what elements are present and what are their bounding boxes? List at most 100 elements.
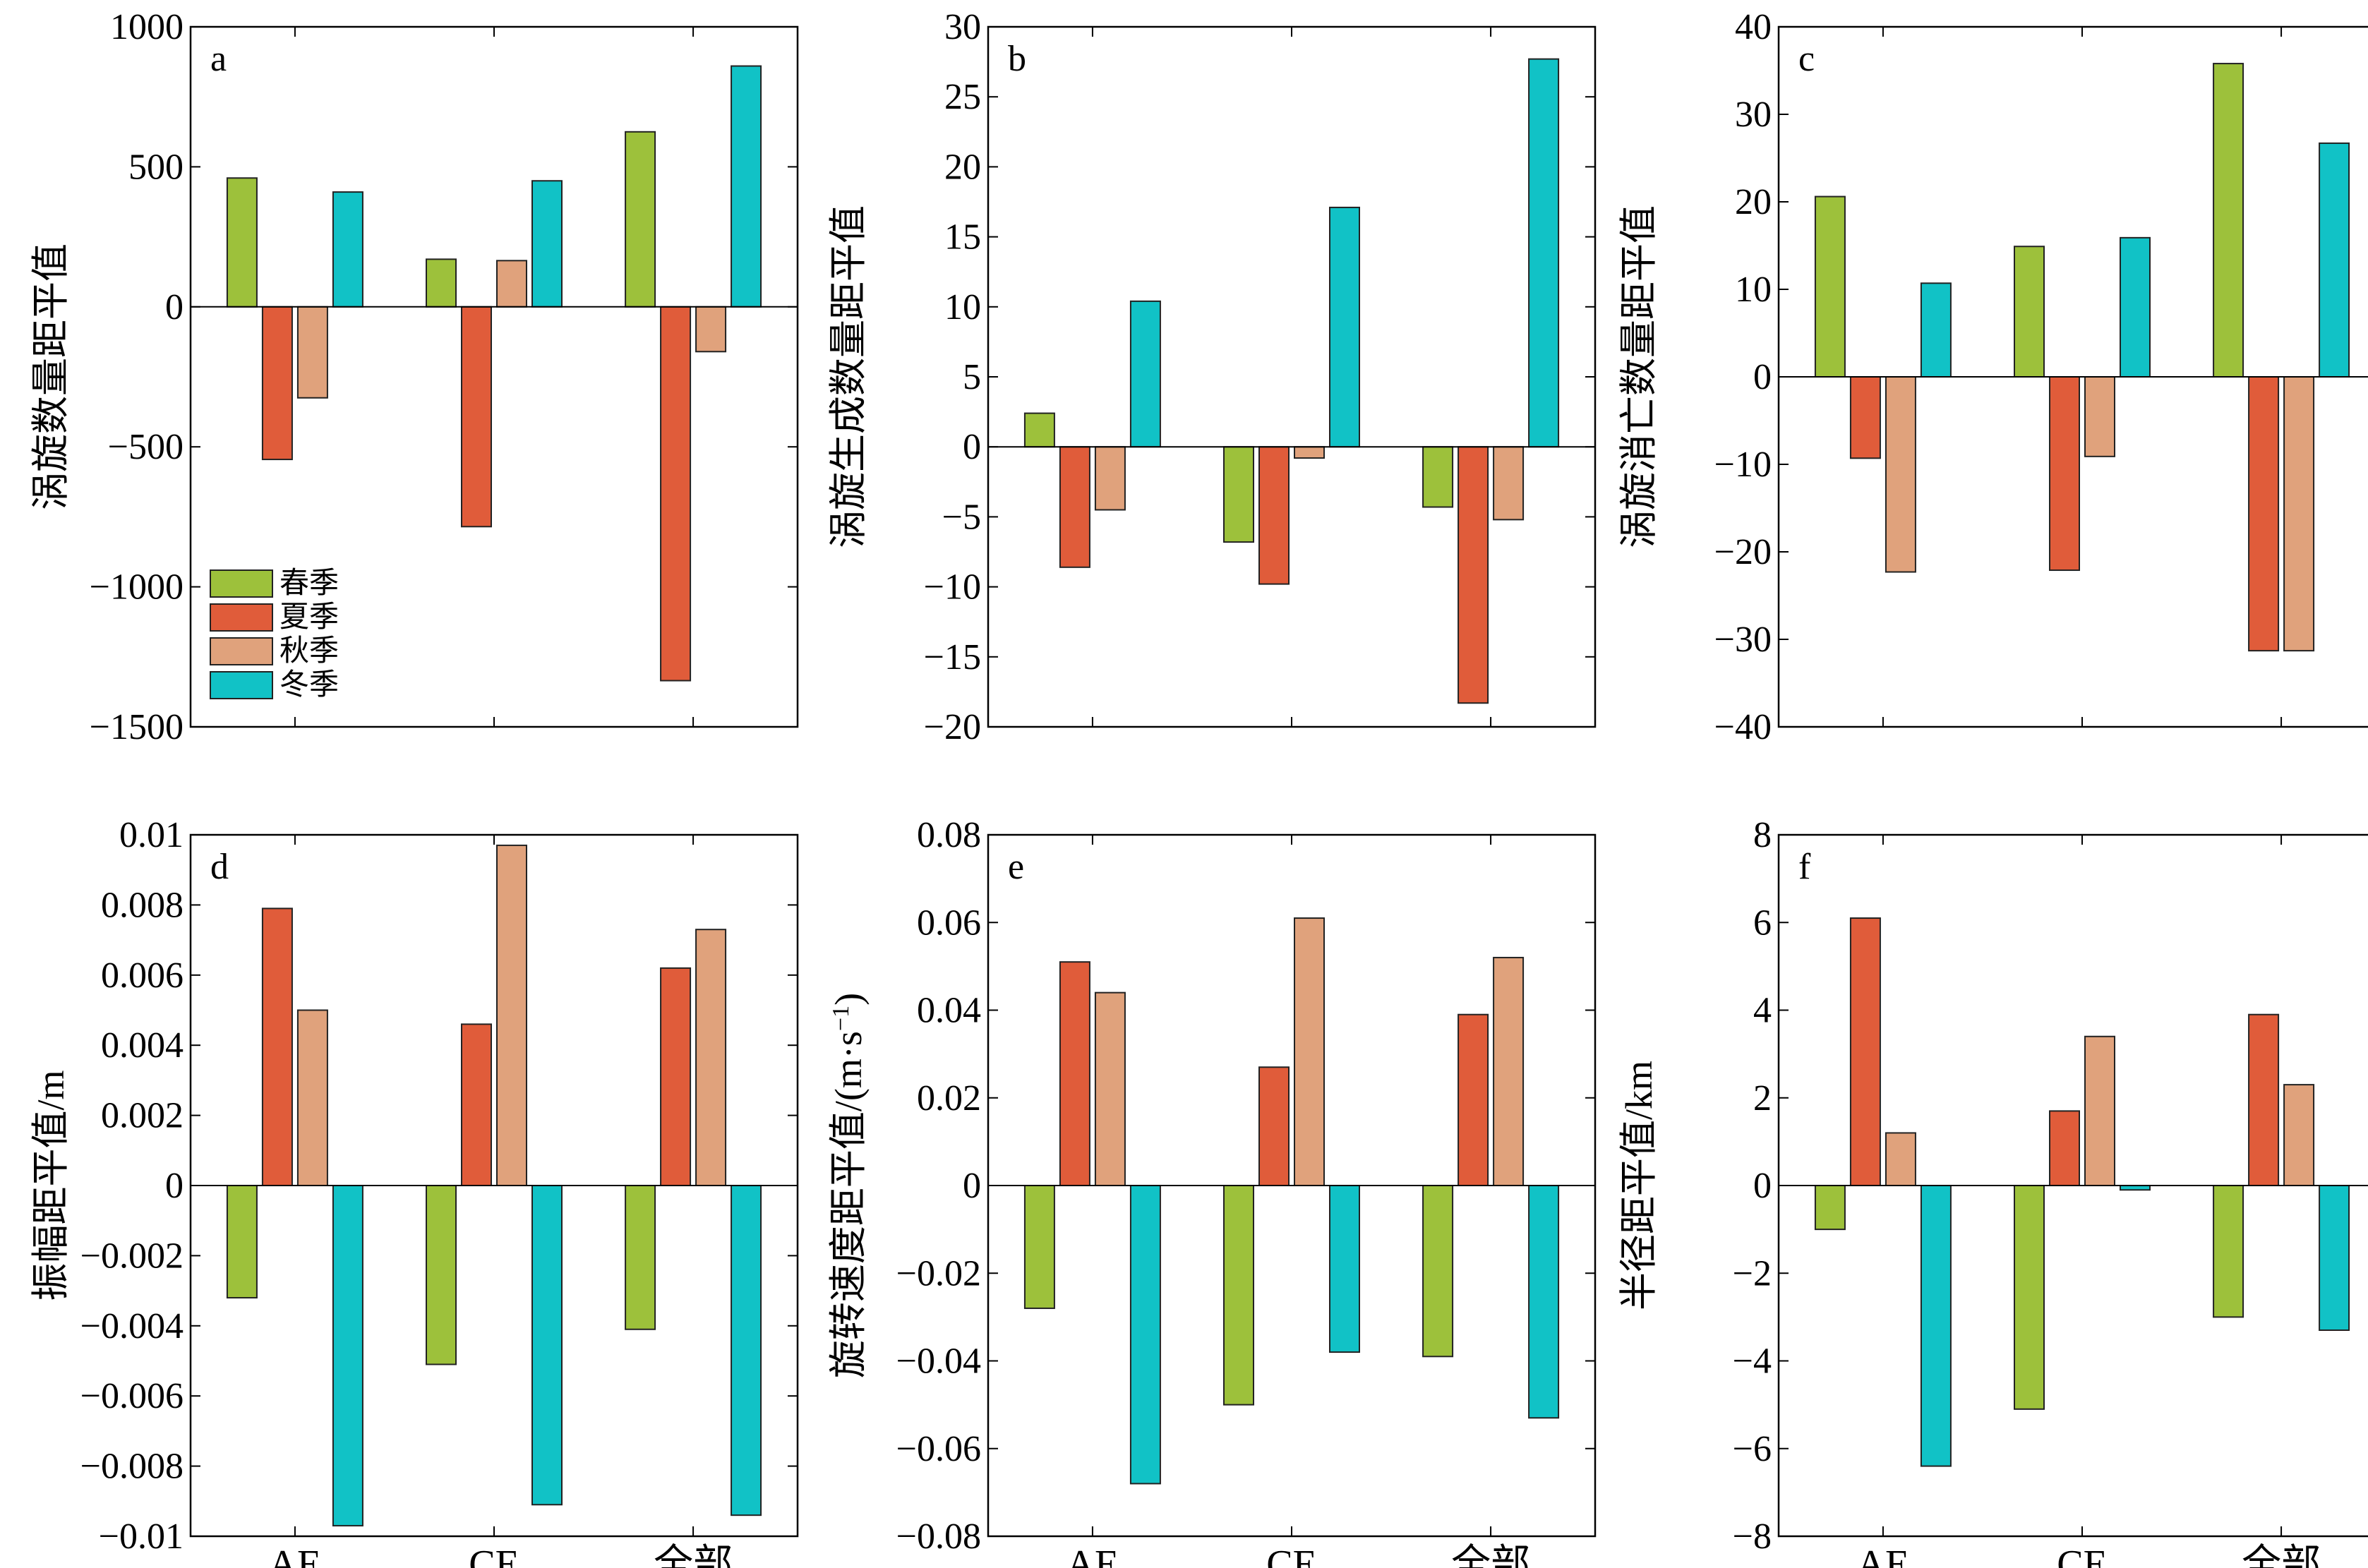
ytick-label-c: 20 (1735, 182, 1772, 222)
bar-a-AE-冬季 (332, 191, 363, 308)
ytick-label-c: −40 (1714, 707, 1772, 747)
bar-a-CE-冬季 (531, 180, 563, 308)
bar-e-CE-夏季 (1258, 1066, 1290, 1186)
bar-e-全部-夏季 (1458, 1013, 1489, 1187)
ytick-label-b: 15 (944, 217, 981, 258)
bar-d-全部-冬季 (731, 1185, 762, 1516)
bar-f-AE-冬季 (1920, 1185, 1952, 1467)
ytick-label-e: −0.04 (896, 1341, 981, 1382)
bar-e-CE-冬季 (1329, 1185, 1360, 1353)
panel-letter-b: b (1008, 39, 1026, 79)
panel-b: −20 −15 −10 −5 0 5 10 15 20 25 30 b 涡旋生成数量距平值 (827, 7, 1597, 747)
bar-a-全部-秋季 (695, 306, 727, 353)
ytick-label-d: −0.008 (80, 1447, 184, 1487)
ytick-label-e: 0.02 (917, 1078, 981, 1118)
ytick-label-f: −6 (1733, 1429, 1772, 1469)
ytick-label-b: 10 (944, 287, 981, 327)
ytick-label-c: 10 (1735, 270, 1772, 310)
bar-f-AE-秋季 (1885, 1132, 1916, 1186)
ytick-label-f: 6 (1753, 903, 1772, 943)
bar-e-AE-秋季 (1094, 991, 1126, 1187)
bar-b-全部-秋季 (1493, 446, 1525, 521)
ytick-label-c: −30 (1714, 620, 1772, 660)
ytick-label-f: 8 (1753, 815, 1772, 855)
legend-label-春季: 春季 (280, 567, 339, 600)
ytick-label-d: 0 (165, 1166, 184, 1206)
panel-c: −40 −30 −20 −10 0 10 20 30 40 c 涡旋消亡数量距平值 (1618, 7, 2368, 747)
bar-b-CE-冬季 (1329, 206, 1360, 448)
bar-d-AE-秋季 (296, 1009, 328, 1186)
bar-d-CE-夏季 (461, 1023, 492, 1186)
panel-d: −0.01 −0.008 −0.006 −0.004 −0.002 0 0.002 0.004… (30, 815, 799, 1568)
xtick-label-d: CE (469, 1543, 519, 1568)
bar-a-全部-冬季 (731, 65, 762, 308)
ytick-label-b: −20 (924, 707, 981, 747)
bar-b-AE-夏季 (1059, 446, 1090, 568)
xtick-label-e: 全部 (1451, 1543, 1530, 1568)
ylabel-d: 振幅距平值/m (30, 1070, 72, 1301)
ytick-label-d: 0.008 (101, 885, 184, 925)
ytick-label-f: 4 (1753, 991, 1772, 1031)
bar-c-CE-冬季 (2120, 236, 2151, 378)
bar-e-AE-冬季 (1129, 1185, 1161, 1485)
bar-a-AE-夏季 (261, 306, 293, 461)
ytick-label-d: 0.01 (119, 815, 184, 855)
ytick-label-d: 0.004 (101, 1025, 184, 1066)
ytick-label-b: 25 (944, 77, 981, 117)
panel-letter-d: d (210, 847, 229, 887)
xtick-label-f: AE (1857, 1543, 1910, 1568)
bar-f-全部-夏季 (2248, 1013, 2280, 1187)
bar-b-AE-秋季 (1094, 446, 1126, 511)
bar-b-CE-夏季 (1258, 446, 1290, 585)
bar-a-CE-秋季 (496, 260, 527, 308)
ytick-label-d: −0.004 (80, 1306, 184, 1346)
ytick-label-b: 30 (944, 7, 981, 47)
bar-c-全部-冬季 (2319, 142, 2350, 378)
bar-e-全部-秋季 (1493, 956, 1525, 1186)
xtick-label-d: AE (269, 1543, 322, 1568)
ytick-label-b: −15 (924, 637, 981, 677)
bar-d-CE-春季 (426, 1185, 457, 1365)
bar-b-CE-春季 (1223, 446, 1254, 543)
panel-letter-c: c (1798, 39, 1815, 79)
ytick-label-d: −0.006 (80, 1376, 184, 1416)
legend-label-夏季: 夏季 (280, 601, 339, 634)
ytick-label-e: −0.08 (896, 1516, 981, 1557)
ylabel-c: 涡旋消亡数量距平值 (1618, 205, 1660, 548)
ytick-label-d: 0.006 (101, 955, 184, 996)
bar-f-全部-春季 (2213, 1185, 2244, 1318)
bar-c-CE-秋季 (2084, 376, 2115, 457)
bar-c-AE-春季 (1814, 195, 1846, 378)
ytick-label-f: 0 (1753, 1166, 1772, 1206)
bar-b-全部-冬季 (1528, 58, 1560, 448)
ytick-label-e: −0.06 (896, 1429, 981, 1469)
bar-d-全部-春季 (625, 1185, 656, 1330)
ytick-label-a: −1500 (90, 707, 184, 747)
legend-label-秋季: 秋季 (280, 635, 339, 668)
ylabel-a: 涡旋数量距平值 (30, 243, 72, 510)
ytick-label-f: −8 (1733, 1516, 1772, 1557)
panel-letter-e: e (1008, 847, 1024, 887)
legend-label-冬季: 冬季 (280, 669, 339, 701)
bar-e-CE-春季 (1223, 1185, 1254, 1406)
bar-b-AE-冬季 (1129, 300, 1161, 448)
bar-a-全部-春季 (625, 131, 656, 308)
bar-a-AE-春季 (226, 177, 258, 308)
ytick-label-e: −0.02 (896, 1253, 981, 1293)
bar-f-AE-夏季 (1849, 917, 1881, 1186)
bar-c-AE-冬季 (1920, 282, 1952, 378)
bar-e-AE-夏季 (1059, 961, 1090, 1186)
ylabel-f: 半径距平值/km (1618, 1061, 1660, 1310)
bar-d-CE-秋季 (496, 844, 527, 1187)
legend-swatch-夏季 (210, 603, 273, 632)
bar-e-CE-秋季 (1294, 917, 1325, 1186)
bar-d-AE-夏季 (261, 907, 293, 1186)
bar-b-AE-春季 (1023, 412, 1055, 448)
bar-c-全部-春季 (2213, 63, 2244, 378)
ytick-label-e: 0.04 (917, 991, 981, 1031)
ytick-label-a: 1000 (110, 7, 184, 47)
bar-c-全部-秋季 (2283, 376, 2315, 652)
bar-a-CE-夏季 (461, 306, 492, 528)
